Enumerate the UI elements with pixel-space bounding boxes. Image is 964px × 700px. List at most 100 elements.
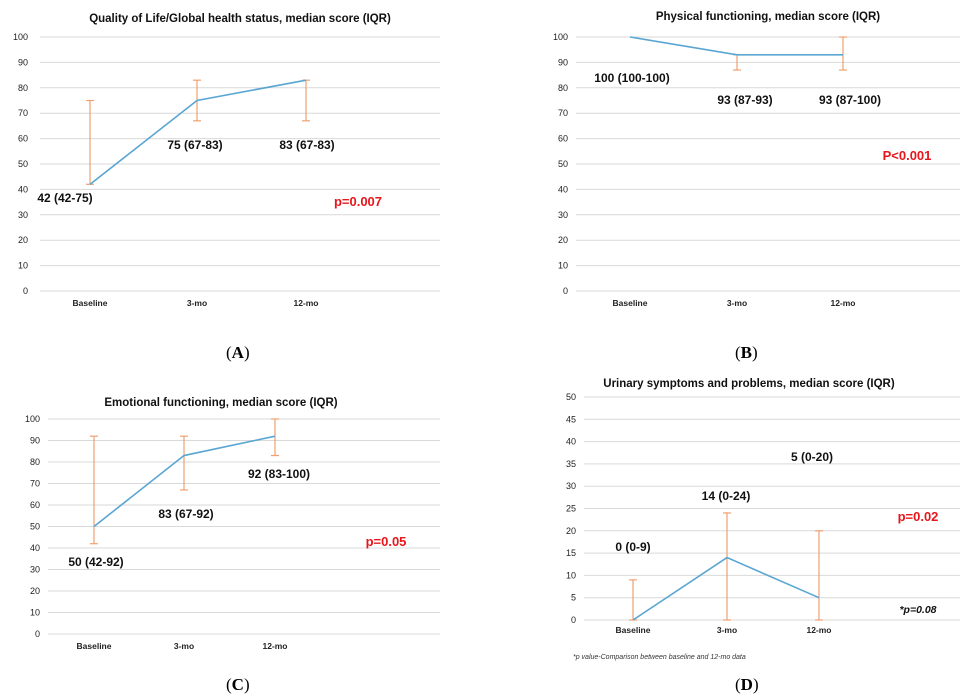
chart-a-series-line [89,79,307,185]
chart-a-error-bar [193,79,201,122]
caption-b: (B) [735,343,758,362]
chart-d-ytick-label: 0 [571,615,576,625]
chart-d-ytick-label: 5 [571,593,576,603]
chart-a-error-bar [302,79,310,122]
chart-b-ytick-label: 0 [563,286,568,296]
chart-a-title: Quality of Life/Global health status, me… [89,13,391,25]
chart-b-error-bar [839,36,847,71]
chart-a-data-label: 83 (67-83) [279,138,334,152]
chart-b-ytick-label: 70 [558,108,568,118]
chart-c-error-bar [180,435,188,491]
chart-d-ytick-label: 30 [566,481,576,491]
chart-d-note: *p=0.08 [899,604,936,616]
chart-b-error-bar [733,54,741,71]
chart-c-xtick-label: Baseline [77,641,112,651]
chart-b: Physical functioning, median score (IQR)… [553,11,960,308]
caption-a: (A) [226,343,250,362]
caption-a-letter: A [231,343,244,362]
chart-b-title: Physical functioning, median score (IQR) [656,11,880,23]
chart-d-ytick-label: 50 [566,392,576,402]
chart-a-ytick-label: 30 [18,210,28,220]
chart-c-ytick-label: 30 [30,565,40,575]
chart-c-ytick-label: 70 [30,479,40,489]
chart-a-ytick-label: 70 [18,108,28,118]
chart-c-ytick-label: 40 [30,543,40,553]
chart-c-ytick-label: 10 [30,608,40,618]
chart-d-ytick-label: 25 [566,504,576,514]
chart-a-xtick-label: 12-mo [293,298,318,308]
chart-c-ytick-label: 50 [30,522,40,532]
chart-c-xtick-label: 12-mo [262,641,287,651]
chart-b-ytick-label: 40 [558,184,568,194]
chart-b-ytick-label: 30 [558,210,568,220]
chart-c-ytick-label: 80 [30,457,40,467]
chart-d-ytick-label: 40 [566,437,576,447]
chart-c-ytick-label: 0 [35,629,40,639]
chart-b-xtick-label: 3-mo [727,298,747,308]
chart-c-series-line [93,435,276,528]
chart-c-data-label: 92 (83-100) [248,467,310,481]
chart-d: Urinary symptoms and problems, median sc… [566,378,960,661]
chart-d-series-line [632,556,820,621]
chart-d-ytick-label: 20 [566,526,576,536]
chart-a-ytick-label: 40 [18,184,28,194]
chart-a-xtick-label: Baseline [73,298,108,308]
chart-d-ytick-label: 35 [566,459,576,469]
chart-c-xtick-label: 3-mo [174,641,194,651]
chart-a-data-label: 75 (67-83) [167,138,222,152]
chart-a-xtick-label: 3-mo [187,298,207,308]
chart-a-ytick-label: 90 [18,57,28,67]
chart-c-error-bar [90,435,98,545]
chart-a-ytick-label: 100 [13,32,28,42]
chart-a-p-value: p=0.007 [334,194,382,209]
chart-d-error-bar [723,512,731,621]
chart-a-ytick-label: 10 [18,261,28,271]
chart-b-ytick-label: 60 [558,134,568,144]
chart-b-data-label: 93 (87-100) [819,93,881,107]
chart-c-p-value: p=0.05 [366,534,407,549]
chart-a: Quality of Life/Global health status, me… [13,13,440,308]
chart-c-ytick-label: 60 [30,500,40,510]
chart-c: Emotional functioning, median score (IQR… [25,397,440,651]
chart-b-ytick-label: 10 [558,261,568,271]
chart-d-data-label: 14 (0-24) [702,489,751,503]
chart-d-ytick-label: 10 [566,570,576,580]
chart-c-data-label: 83 (67-92) [158,507,213,521]
chart-b-data-label: 100 (100-100) [594,71,669,85]
chart-d-xtick-label: 12-mo [806,625,831,635]
chart-d-xtick-label: Baseline [616,625,651,635]
chart-d-title: Urinary symptoms and problems, median sc… [603,378,895,390]
chart-d-data-label: 5 (0-20) [791,450,833,464]
chart-c-error-bar [271,418,279,457]
chart-b-xtick-label: Baseline [613,298,648,308]
chart-d-ytick-label: 15 [566,548,576,558]
chart-a-ytick-label: 60 [18,134,28,144]
chart-c-data-label: 50 (42-92) [68,555,123,569]
chart-b-ytick-label: 20 [558,235,568,245]
chart-d-error-bar [629,579,637,621]
chart-a-data-label: 42 (42-75) [37,191,92,205]
chart-b-ytick-label: 50 [558,159,568,169]
chart-b-ytick-label: 80 [558,83,568,93]
chart-b-p-value: P<0.001 [883,148,932,163]
chart-a-error-bar [86,99,94,185]
chart-b-xtick-label: 12-mo [830,298,855,308]
chart-b-ytick-label: 100 [553,32,568,42]
chart-b-ytick-label: 90 [558,57,568,67]
chart-b-data-label: 93 (87-93) [717,93,772,107]
caption-d-letter: D [740,675,753,694]
chart-a-ytick-label: 80 [18,83,28,93]
chart-d-ytick-label: 45 [566,414,576,424]
chart-c-title: Emotional functioning, median score (IQR… [104,397,337,409]
chart-c-ytick-label: 100 [25,414,40,424]
chart-c-ytick-label: 20 [30,586,40,596]
chart-a-ytick-label: 0 [23,286,28,296]
caption-c: (C) [226,675,250,694]
caption-d: (D) [735,675,759,694]
chart-d-data-label: 0 (0-9) [615,540,650,554]
caption-b-letter: B [740,343,753,362]
